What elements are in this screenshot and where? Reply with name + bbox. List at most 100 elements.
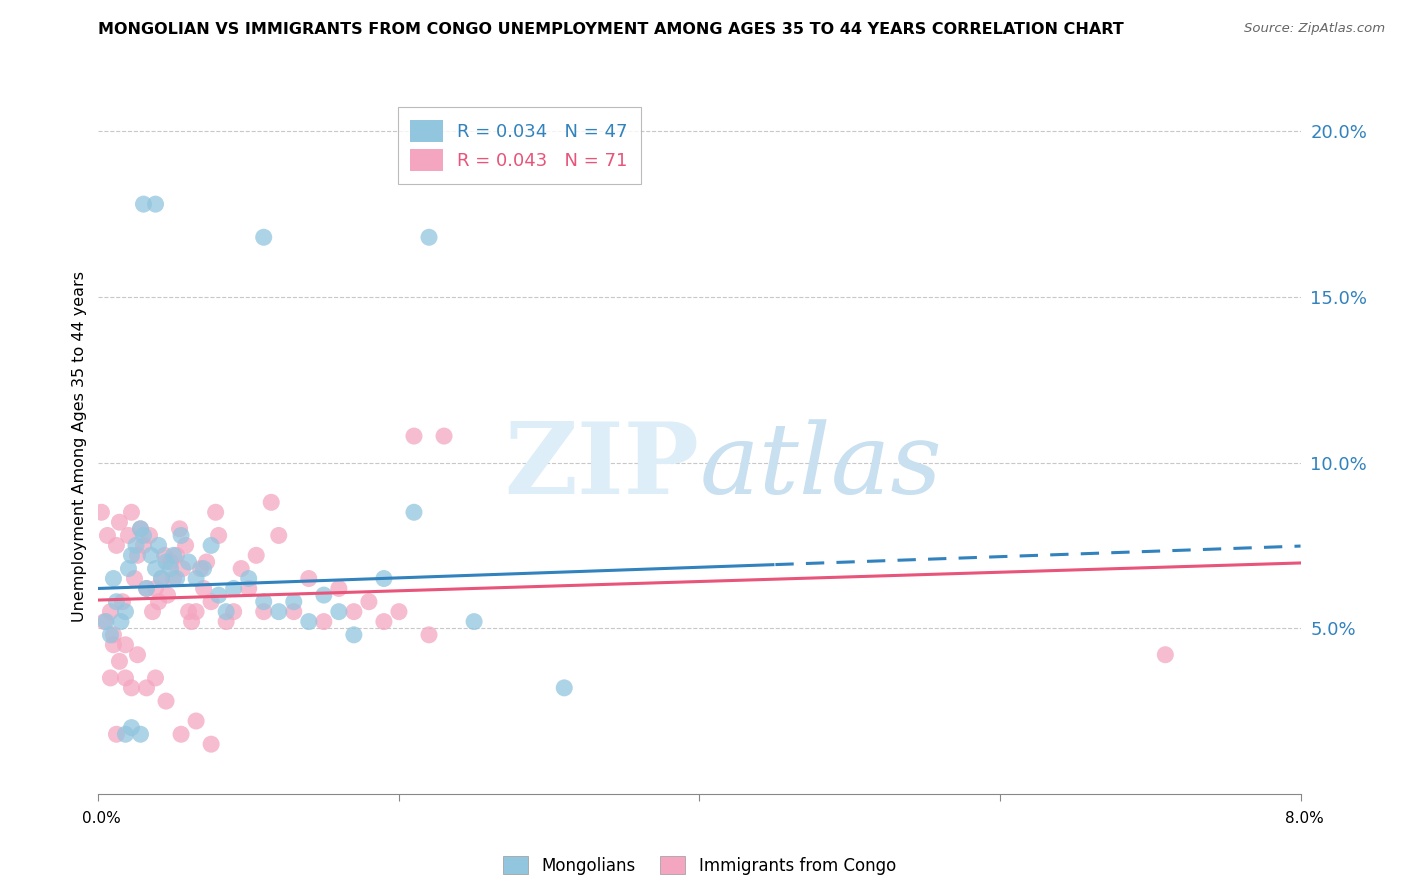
Point xyxy=(135,582,157,596)
Point xyxy=(402,429,425,443)
Text: 0.0%: 0.0% xyxy=(82,812,121,826)
Point xyxy=(145,561,167,575)
Point xyxy=(328,605,350,619)
Point xyxy=(139,549,162,563)
Point xyxy=(114,727,136,741)
Point xyxy=(222,582,245,596)
Point xyxy=(121,681,143,695)
Point xyxy=(238,572,260,586)
Point xyxy=(190,561,212,575)
Point xyxy=(208,528,231,542)
Point xyxy=(357,595,380,609)
Point xyxy=(156,588,179,602)
Point xyxy=(215,605,238,619)
Legend: Mongolians, Immigrants from Congo: Mongolians, Immigrants from Congo xyxy=(495,847,904,883)
Point xyxy=(253,230,276,244)
Point xyxy=(433,429,456,443)
Point xyxy=(105,538,128,552)
Point xyxy=(105,727,128,741)
Point xyxy=(177,605,200,619)
Point xyxy=(463,615,485,629)
Point xyxy=(155,694,177,708)
Y-axis label: Unemployment Among Ages 35 to 44 years: Unemployment Among Ages 35 to 44 years xyxy=(72,270,87,622)
Point xyxy=(114,605,136,619)
Point xyxy=(121,721,143,735)
Point xyxy=(141,605,163,619)
Point xyxy=(114,638,136,652)
Point xyxy=(155,555,177,569)
Point xyxy=(180,615,202,629)
Point xyxy=(138,528,160,542)
Point xyxy=(148,538,170,552)
Point xyxy=(127,648,149,662)
Point xyxy=(100,605,122,619)
Point xyxy=(200,737,222,751)
Point xyxy=(193,561,215,575)
Point xyxy=(100,628,122,642)
Point xyxy=(177,555,200,569)
Text: Source: ZipAtlas.com: Source: ZipAtlas.com xyxy=(1244,22,1385,36)
Point xyxy=(208,588,231,602)
Point xyxy=(114,671,136,685)
Point xyxy=(159,561,181,575)
Point xyxy=(343,605,366,619)
Point xyxy=(90,505,112,519)
Point xyxy=(328,582,350,596)
Point xyxy=(298,572,321,586)
Point xyxy=(174,538,197,552)
Point xyxy=(100,671,122,685)
Point xyxy=(553,681,575,695)
Point xyxy=(184,714,207,728)
Point xyxy=(132,528,155,542)
Point xyxy=(166,572,188,586)
Point xyxy=(388,605,411,619)
Point xyxy=(215,615,238,629)
Point xyxy=(231,561,253,575)
Point xyxy=(108,654,131,668)
Point xyxy=(103,628,125,642)
Point xyxy=(111,595,134,609)
Point xyxy=(145,197,167,211)
Point xyxy=(94,615,117,629)
Point xyxy=(121,505,143,519)
Point xyxy=(150,572,173,586)
Text: MONGOLIAN VS IMMIGRANTS FROM CONGO UNEMPLOYMENT AMONG AGES 35 TO 44 YEARS CORREL: MONGOLIAN VS IMMIGRANTS FROM CONGO UNEMP… xyxy=(98,22,1125,37)
Point xyxy=(312,615,335,629)
Point xyxy=(150,572,173,586)
Point xyxy=(145,671,167,685)
Point xyxy=(195,555,218,569)
Point xyxy=(117,561,139,575)
Point xyxy=(93,615,115,629)
Point xyxy=(108,515,131,529)
Point xyxy=(103,638,125,652)
Point xyxy=(125,538,148,552)
Point xyxy=(298,615,321,629)
Point xyxy=(200,595,222,609)
Point xyxy=(162,572,184,586)
Point xyxy=(127,549,149,563)
Point xyxy=(267,605,290,619)
Point xyxy=(170,727,193,741)
Point xyxy=(267,528,290,542)
Point xyxy=(238,582,260,596)
Point xyxy=(132,197,155,211)
Point xyxy=(135,582,157,596)
Point xyxy=(200,538,222,552)
Text: ZIP: ZIP xyxy=(505,418,700,516)
Point xyxy=(103,572,125,586)
Point xyxy=(253,595,276,609)
Point xyxy=(135,681,157,695)
Point xyxy=(402,505,425,519)
Point xyxy=(418,230,440,244)
Text: 8.0%: 8.0% xyxy=(1285,812,1324,826)
Point xyxy=(172,561,194,575)
Point xyxy=(148,595,170,609)
Point xyxy=(245,549,267,563)
Point xyxy=(312,588,335,602)
Point xyxy=(132,538,155,552)
Point xyxy=(184,572,207,586)
Point xyxy=(184,605,207,619)
Point xyxy=(162,549,184,563)
Point xyxy=(166,549,188,563)
Point xyxy=(283,605,305,619)
